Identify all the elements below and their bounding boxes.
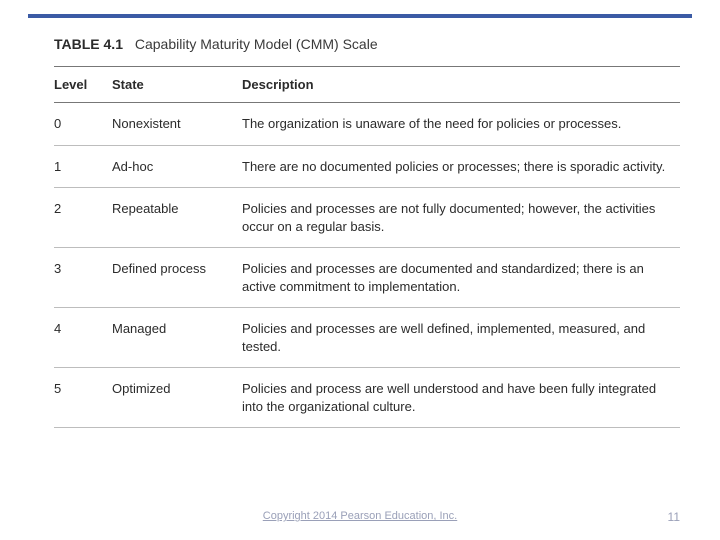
cell-state: Managed: [112, 308, 242, 368]
table-number: TABLE 4.1: [54, 36, 123, 52]
table-row: 2 Repeatable Policies and processes are …: [54, 188, 680, 248]
cell-description: There are no documented policies or proc…: [242, 145, 680, 188]
cell-state: Defined process: [112, 248, 242, 308]
cell-level: 1: [54, 145, 112, 188]
table-row: 0 Nonexistent The organization is unawar…: [54, 103, 680, 146]
table-row: 3 Defined process Policies and processes…: [54, 248, 680, 308]
table-row: 4 Managed Policies and processes are wel…: [54, 308, 680, 368]
cell-state: Optimized: [112, 368, 242, 428]
cell-state: Nonexistent: [112, 103, 242, 146]
col-header-state: State: [112, 67, 242, 103]
table-header-row: Level State Description: [54, 67, 680, 103]
slide-footer: Copyright 2014 Pearson Education, Inc. 1…: [0, 510, 720, 530]
cell-description: Policies and processes are documented an…: [242, 248, 680, 308]
table-row: 5 Optimized Policies and process are wel…: [54, 368, 680, 428]
cell-description: Policies and processes are well defined,…: [242, 308, 680, 368]
top-accent-rule: [28, 14, 692, 18]
page-number: 11: [668, 510, 680, 524]
table-title: Capability Maturity Model (CMM) Scale: [135, 36, 378, 52]
cell-description: The organization is unaware of the need …: [242, 103, 680, 146]
cell-level: 2: [54, 188, 112, 248]
cell-level: 4: [54, 308, 112, 368]
content-area: TABLE 4.1 Capability Maturity Model (CMM…: [54, 36, 680, 428]
cell-description: Policies and processes are not fully doc…: [242, 188, 680, 248]
table-caption: TABLE 4.1 Capability Maturity Model (CMM…: [54, 36, 680, 52]
cmm-scale-table: Level State Description 0 Nonexistent Th…: [54, 66, 680, 428]
cell-state: Repeatable: [112, 188, 242, 248]
table-row: 1 Ad-hoc There are no documented policie…: [54, 145, 680, 188]
cell-description: Policies and process are well understood…: [242, 368, 680, 428]
copyright-text: Copyright 2014 Pearson Education, Inc.: [263, 510, 457, 522]
col-header-level: Level: [54, 67, 112, 103]
col-header-description: Description: [242, 67, 680, 103]
cell-state: Ad-hoc: [112, 145, 242, 188]
cell-level: 3: [54, 248, 112, 308]
cell-level: 5: [54, 368, 112, 428]
cell-level: 0: [54, 103, 112, 146]
